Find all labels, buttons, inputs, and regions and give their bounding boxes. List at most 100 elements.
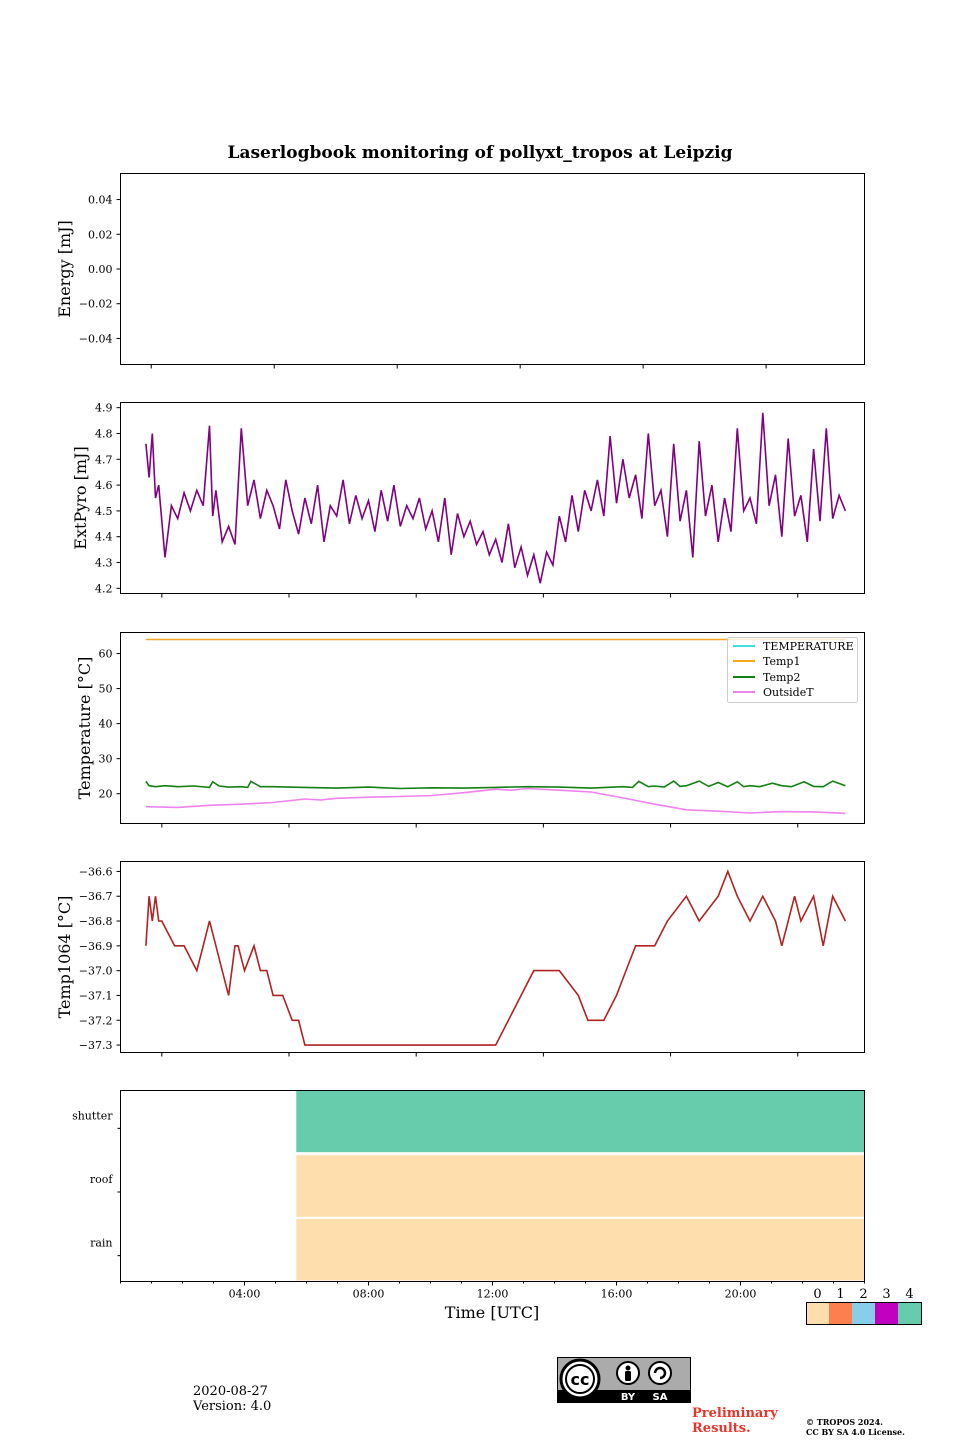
legend-label-temp1: Temp1 <box>763 655 800 668</box>
temperature-plot-frame <box>120 632 865 824</box>
extpyro-ytick-label: 4.5 <box>95 505 113 518</box>
legend-label-temperature: TEMPERATURE <box>763 640 854 653</box>
temp1064-xticks <box>161 1052 799 1057</box>
energy-ytick-label: −0.02 <box>79 298 113 311</box>
colorbar-label-1: 1 <box>836 1287 844 1302</box>
temp1064-ytick-label: −36.6 <box>79 865 113 878</box>
product-date: 2020-08-27 <box>193 1384 268 1399</box>
x-axis-label: Time [UTC] <box>445 1303 539 1322</box>
version-label: Version: 4.0 <box>193 1399 272 1414</box>
temp1064-ytick-label: −37.0 <box>79 965 113 978</box>
energy-ylabel: Energy [mJ] <box>55 220 74 318</box>
energy-ytick-label: −0.04 <box>79 332 113 345</box>
cc-inner-circle <box>565 1364 595 1394</box>
temperature-legend: TEMPERATURE Temp1 Temp2 OutsideT <box>727 637 858 703</box>
colorbar-swatch-3 <box>875 1302 898 1324</box>
extpyro-ytick-label: 4.8 <box>95 427 113 440</box>
copyright-notice: © TROPOS 2024. CC BY SA 4.0 License. <box>806 1417 905 1437</box>
temp1064-plot-frame <box>120 861 865 1053</box>
status-row-label-roof: roof <box>90 1173 114 1186</box>
temperature-ytick-label: 40 <box>99 718 113 731</box>
temperature-ylabel: Temperature [°C] <box>75 657 94 800</box>
temperature-yticks: 20 30 40 50 60 <box>99 648 121 801</box>
cc-logo-by-text: BY <box>621 1392 636 1403</box>
temperature-ytick-label: 20 <box>99 788 113 801</box>
extpyro-ytick-label: 4.4 <box>95 531 113 544</box>
xtick-label: 16:00 <box>601 1288 633 1301</box>
legend-frame <box>727 637 858 703</box>
extpyro-ytick-label: 4.2 <box>95 582 113 595</box>
temp1064-ytick-label: −36.9 <box>79 940 113 953</box>
temperature-xticks <box>161 823 799 828</box>
extpyro-ylabel: ExtPyro [mJ] <box>71 446 90 549</box>
temp1064-yticks: −36.6 −36.7 −36.8 −36.9 −37.0 −37.1 −37.2 −37.3 <box>79 865 121 1052</box>
energy-xticks <box>150 364 767 369</box>
series-line-extpyro <box>145 412 847 584</box>
colorbar-swatch-0 <box>806 1302 829 1324</box>
extpyro-ytick-label: 4.6 <box>95 479 113 492</box>
energy-ytick-label: 0.02 <box>88 228 113 241</box>
extpyro-series <box>145 412 847 584</box>
colorbar-swatch-4 <box>898 1302 921 1324</box>
legend-label-outsidet: OutsideT <box>763 686 814 699</box>
xtick-label: 04:00 <box>229 1288 261 1301</box>
status-row-label-shutter: shutter <box>72 1109 113 1122</box>
series-line-outsidet <box>145 787 846 815</box>
temp1064-ylabel: Temp1064 [°C] <box>55 896 74 1019</box>
status-cell-rain <box>296 1218 865 1281</box>
temperature-ytick-label: 30 <box>99 753 113 766</box>
xtick-label: 12:00 <box>477 1288 509 1301</box>
copyright-line1: © TROPOS 2024. <box>806 1417 883 1427</box>
temp1064-ytick-label: −37.3 <box>79 1039 113 1052</box>
colorbar-label-4: 4 <box>905 1287 913 1302</box>
extpyro-xticks <box>161 593 799 598</box>
extpyro-plot-frame <box>120 402 865 594</box>
energy-ytick-label: 0.04 <box>88 194 113 207</box>
status-row-labels: shutter roof rain <box>72 1109 121 1257</box>
colorbar-label-2: 2 <box>859 1287 867 1302</box>
share-alike-icon <box>648 1361 672 1385</box>
status-cells <box>296 1090 865 1281</box>
share-alike-arrow <box>653 1366 667 1380</box>
date-version-block: 2020-08-27 Version: 4.0 <box>193 1384 271 1414</box>
status-xticks: 04:00 08:00 12:00 16:00 20:00 <box>120 1281 865 1301</box>
extpyro-ytick-label: 4.3 <box>95 557 113 570</box>
extpyro-ytick-label: 4.9 <box>95 402 113 415</box>
preliminary-results-label: Preliminary Results. <box>692 1406 778 1436</box>
energy-panel: Energy [mJ] 0.04 0.02 0.00 −0.02 −0.04 <box>55 173 865 369</box>
temp1064-ytick-label: −36.8 <box>79 915 113 928</box>
temperature-ytick-label: 50 <box>99 683 113 696</box>
temp1064-series <box>145 869 847 1046</box>
cc-logo-text: cc <box>571 1370 590 1389</box>
legend-label-temp2: Temp2 <box>763 671 800 684</box>
person-body <box>625 1371 631 1381</box>
extpyro-panel: ExtPyro [mJ] 4.2 4.3 4.4 4.5 4.6 4.7 4.8 4.9 <box>71 402 865 598</box>
series-line-temp1064 <box>145 869 847 1046</box>
series-line-temp2 <box>145 780 846 790</box>
extpyro-yticks: 4.2 4.3 4.4 4.5 4.6 4.7 4.8 4.9 <box>95 402 121 595</box>
temperature-ytick-label: 60 <box>99 648 113 661</box>
temp1064-panel: Temp1064 [°C] −36.6 −36.7 −36.8 −36.9 −37.0 −… <box>55 861 865 1057</box>
status-row-label-rain: rain <box>90 1237 112 1250</box>
energy-yticks: 0.04 0.02 0.00 −0.02 −0.04 <box>79 194 121 345</box>
energy-plot-frame <box>120 173 865 365</box>
xtick-label: 20:00 <box>725 1288 757 1301</box>
colorbar-swatch-1 <box>829 1302 852 1324</box>
energy-ytick-label: 0.00 <box>88 263 113 276</box>
colorbar-label-3: 3 <box>882 1287 890 1302</box>
status-cell-shutter <box>296 1090 865 1153</box>
colorbar-swatch-2 <box>852 1302 875 1324</box>
copyright-line2: CC BY SA 4.0 License. <box>806 1427 905 1437</box>
status-cell-roof <box>296 1155 865 1217</box>
temperature-panel: Temperature [°C] 20 30 40 50 60 TEMPERATURE … <box>75 632 865 828</box>
cc-logo-sa-text: SA <box>653 1392 668 1403</box>
xtick-label: 08:00 <box>353 1288 385 1301</box>
person-head <box>625 1365 631 1371</box>
temp1064-ytick-label: −37.1 <box>79 989 113 1002</box>
cc-by-sa-logo: cc BY SA <box>557 1357 691 1403</box>
colorbar-label-0: 0 <box>813 1287 821 1302</box>
temp1064-ytick-label: −36.7 <box>79 890 113 903</box>
colorbar-frame <box>806 1302 922 1325</box>
